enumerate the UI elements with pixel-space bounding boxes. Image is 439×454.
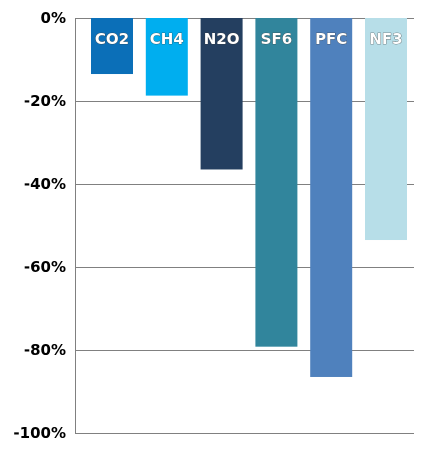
y-axis-tick-labels: 0% -20% -40% -60% -80% -100% [13, 9, 66, 442]
category-label-pfc: PFC [315, 30, 347, 48]
y-tick-label: -60% [24, 258, 66, 276]
category-label-n2o: N2O [204, 30, 240, 48]
bar-ch4 [145, 18, 188, 96]
category-label-nf3: NF3 [369, 30, 402, 48]
category-label-ch4: CH4 [150, 30, 184, 48]
bar-co2 [91, 18, 133, 75]
category-label-sf6: SF6 [261, 30, 293, 48]
gridlines [75, 18, 414, 434]
bar-n2o [200, 18, 243, 170]
bar-nf3 [365, 18, 407, 241]
y-tick-label: 0% [41, 9, 66, 27]
category-labels: CO2 CH4 N2O SF6 PFC NF3 [95, 30, 403, 49]
y-tick-label: -40% [24, 175, 66, 193]
bar-pfc [310, 18, 353, 377]
y-tick-label: -100% [13, 424, 66, 442]
y-tick-label: -20% [24, 92, 66, 110]
y-tick-label: -80% [24, 341, 66, 359]
bar-sf6 [255, 18, 298, 347]
bars [91, 18, 407, 377]
category-label-co2: CO2 [95, 30, 129, 48]
